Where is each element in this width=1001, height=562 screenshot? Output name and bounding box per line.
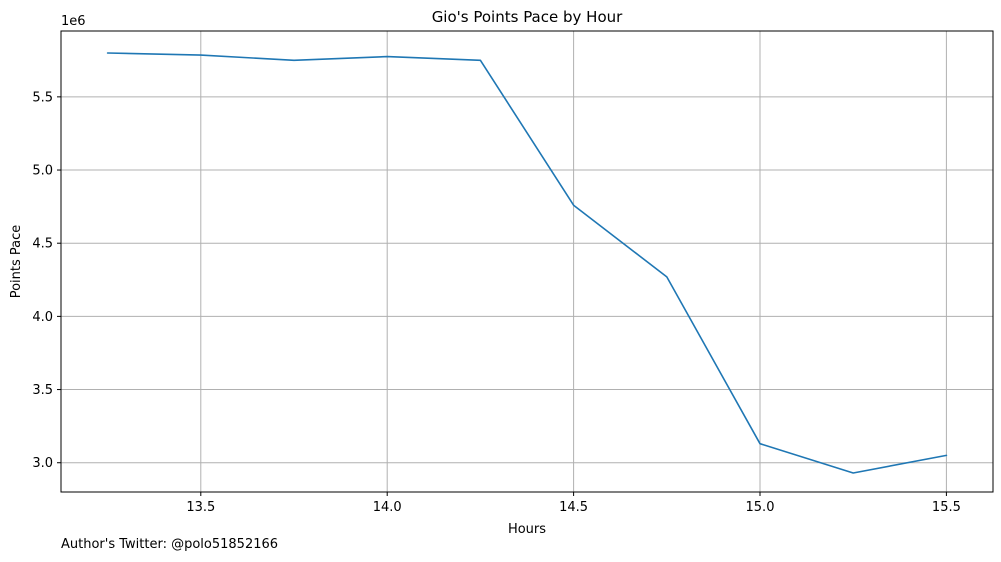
chart-title: Gio's Points Pace by Hour [432, 8, 623, 26]
x-axis-ticks: 13.5 14.0 14.5 15.0 15.5 [186, 492, 961, 515]
plot-frame [60, 30, 994, 493]
points-pace-line [106, 52, 948, 474]
y-axis-ticks: 3.0 3.5 4.0 4.5 5.0 5.5 [32, 90, 61, 471]
y-tick-label: 5.5 [32, 90, 53, 105]
y-tick-label: 4.5 [32, 237, 53, 252]
x-tick-label: 14.0 [373, 500, 402, 515]
x-tick-label: 14.5 [559, 500, 588, 515]
y-axis-label: Points Pace [9, 225, 24, 299]
y-tick-label: 3.0 [32, 456, 53, 471]
x-tick-label: 15.5 [932, 500, 961, 515]
x-tick-label: 15.0 [746, 500, 775, 515]
y-tick-label: 3.5 [32, 383, 53, 398]
author-twitter-note: Author's Twitter: @polo51852166 [61, 537, 279, 552]
y-tick-label: 5.0 [32, 164, 53, 179]
series-group [106, 52, 948, 474]
x-tick-label: 13.5 [186, 500, 215, 515]
x-axis-label: Hours [508, 522, 546, 537]
y-tick-label: 4.0 [32, 310, 53, 325]
grid-lines [61, 31, 993, 492]
y-axis-offset-label: 1e6 [61, 14, 86, 29]
